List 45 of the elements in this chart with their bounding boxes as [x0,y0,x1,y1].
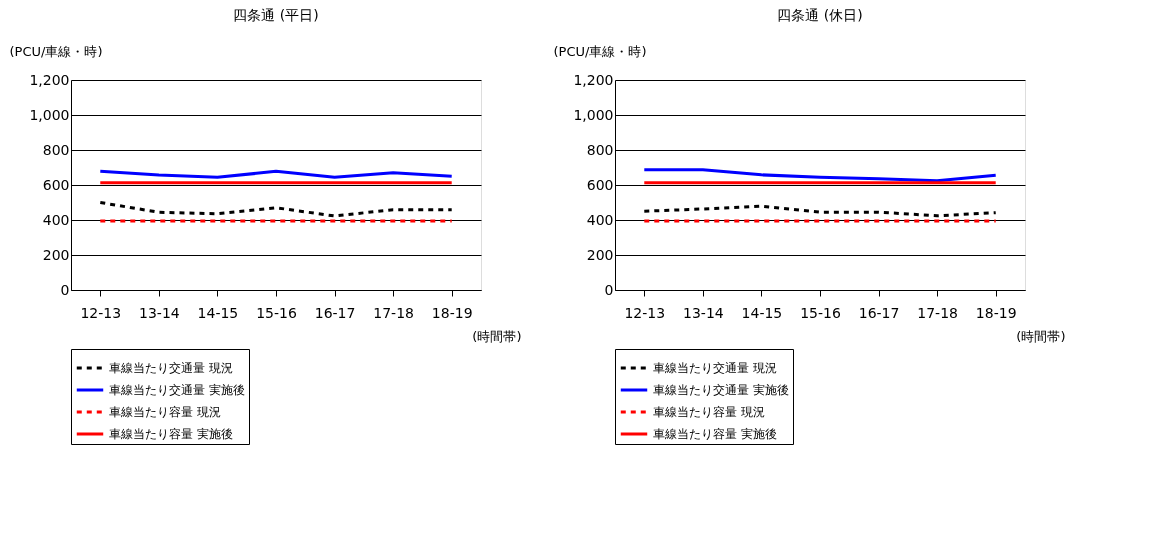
x-axis-title: (時間帯) [472,328,522,344]
x-tick-label: 18-19 [975,304,1017,321]
x-tick-label: 18-19 [431,304,473,321]
legend-label: 車線当たり交通量 現況 [653,361,777,375]
y-tick-label: 1,000 [29,106,70,123]
y-tick-label: 400 [42,211,70,228]
y-tick-label: 400 [586,211,614,228]
y-tick-label: 1,200 [29,71,70,88]
x-tick-label: 15-16 [256,304,297,321]
x-tick-label: 14-15 [197,304,239,321]
legend-label: 車線当たり容量 実施後 [653,427,777,441]
x-tick-label: 16-17 [314,304,356,321]
y-tick-label: 200 [586,246,614,263]
line-series [98,201,454,218]
x-tick-label: 13-14 [139,304,180,321]
x-tick-label: 12-13 [80,304,122,321]
x-tick-label: 13-14 [683,304,724,321]
y-tick-label: 200 [42,246,70,263]
line-series [642,168,998,183]
x-tick-label: 17-18 [373,304,414,321]
x-tick-label: 14-15 [741,304,783,321]
y-tick-label: 1,000 [573,106,614,123]
x-tick-label: 15-16 [800,304,841,321]
x-tick-label: 16-17 [858,304,900,321]
y-tick-label: 800 [42,141,70,158]
legend-label: 車線当たり容量 実施後 [109,427,233,441]
x-axis-title: (時間帯) [1016,328,1066,344]
y-tick-label: 1,200 [573,71,614,88]
chart-title: 四条通 (休日) [777,7,863,23]
line-series [642,204,998,218]
legend-label: 車線当たり交通量 実施後 [653,383,789,397]
y-tick-label: 0 [60,281,70,298]
x-tick-label: 17-18 [917,304,958,321]
y-tick-label: 0 [604,281,614,298]
y-tick-label: 600 [586,176,614,193]
legend-label: 車線当たり容量 現況 [653,405,765,419]
legend-label: 車線当たり交通量 現況 [109,361,233,375]
x-tick-label: 12-13 [624,304,666,321]
y-tick-label: 800 [586,141,614,158]
y-axis-title: (PCU/車線・時) [9,43,103,59]
y-axis-title: (PCU/車線・時) [553,43,647,59]
y-tick-label: 600 [42,176,70,193]
chart-title: 四条通 (平日) [233,7,319,23]
legend-label: 車線当たり交通量 実施後 [109,383,245,397]
legend-label: 車線当たり容量 現況 [109,405,221,419]
